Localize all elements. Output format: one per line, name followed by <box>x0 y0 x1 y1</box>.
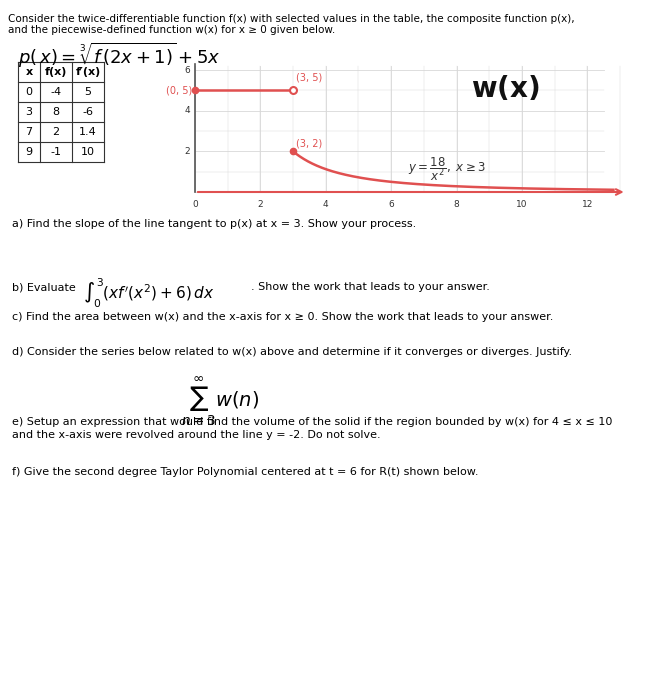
Text: b) Evaluate: b) Evaluate <box>12 282 75 292</box>
Text: $\sum_{n=3}^{\infty} w(n)$: $\sum_{n=3}^{\infty} w(n)$ <box>181 375 259 428</box>
Text: 10: 10 <box>516 200 528 209</box>
Text: x: x <box>25 67 32 77</box>
Text: 8: 8 <box>453 200 459 209</box>
Text: 1.4: 1.4 <box>79 127 97 137</box>
Text: -6: -6 <box>83 107 94 117</box>
Text: and the x-axis were revolved around the line y = -2. Do not solve.: and the x-axis were revolved around the … <box>12 430 381 440</box>
Text: $\int_0^3 (xf'(x^2) + 6)\,dx$: $\int_0^3 (xf'(x^2) + 6)\,dx$ <box>83 277 214 310</box>
Text: 0: 0 <box>192 200 198 209</box>
Text: 4: 4 <box>184 106 190 115</box>
Text: 9: 9 <box>25 147 32 157</box>
Text: 3: 3 <box>26 107 32 117</box>
Text: (3, 2): (3, 2) <box>296 138 322 149</box>
Text: (3, 5): (3, 5) <box>296 72 322 83</box>
Text: 2: 2 <box>257 200 263 209</box>
Text: 2: 2 <box>184 147 190 156</box>
Text: $p(\, x) = \sqrt[3]{f\,(2x+1)} + 5x$: $p(\, x) = \sqrt[3]{f\,(2x+1)} + 5x$ <box>18 41 221 70</box>
Text: f(x): f(x) <box>45 67 67 77</box>
Text: 5: 5 <box>84 87 92 97</box>
Text: f) Give the second degree Taylor Polynomial centered at t = 6 for R(t) shown bel: f) Give the second degree Taylor Polynom… <box>12 467 479 477</box>
Text: f′(x): f′(x) <box>75 67 101 77</box>
Text: $y = \dfrac{18}{x^2},\ x \geq 3$: $y = \dfrac{18}{x^2},\ x \geq 3$ <box>408 155 485 183</box>
Text: 4: 4 <box>323 200 328 209</box>
Text: 0: 0 <box>26 87 32 97</box>
Text: 6: 6 <box>388 200 394 209</box>
Text: $\mathbf{w(x)}$: $\mathbf{w(x)}$ <box>471 74 540 103</box>
Text: 2: 2 <box>52 127 59 137</box>
Text: 12: 12 <box>582 200 593 209</box>
Text: d) Consider the series below related to w(x) above and determine if it converges: d) Consider the series below related to … <box>12 347 572 357</box>
Text: e) Setup an expression that would find the volume of the solid if the region bou: e) Setup an expression that would find t… <box>12 417 612 427</box>
Text: c) Find the area between w(x) and the x-axis for x ≥ 0. Show the work that leads: c) Find the area between w(x) and the x-… <box>12 312 553 322</box>
Text: 8: 8 <box>52 107 59 117</box>
Text: -1: -1 <box>50 147 61 157</box>
Text: 10: 10 <box>81 147 95 157</box>
Text: (0, 5): (0, 5) <box>166 85 192 95</box>
Text: 7: 7 <box>25 127 32 137</box>
Text: Consider the twice-differentiable function f(x) with selected values in the tabl: Consider the twice-differentiable functi… <box>8 14 575 24</box>
Text: -4: -4 <box>50 87 61 97</box>
Text: a) Find the slope of the line tangent to p(x) at x = 3. Show your process.: a) Find the slope of the line tangent to… <box>12 219 416 229</box>
Text: 6: 6 <box>184 65 190 74</box>
Text: and the piecewise-defined function w(x) for x ≥ 0 given below.: and the piecewise-defined function w(x) … <box>8 25 335 35</box>
Text: . Show the work that leads to your answer.: . Show the work that leads to your answe… <box>251 282 490 292</box>
